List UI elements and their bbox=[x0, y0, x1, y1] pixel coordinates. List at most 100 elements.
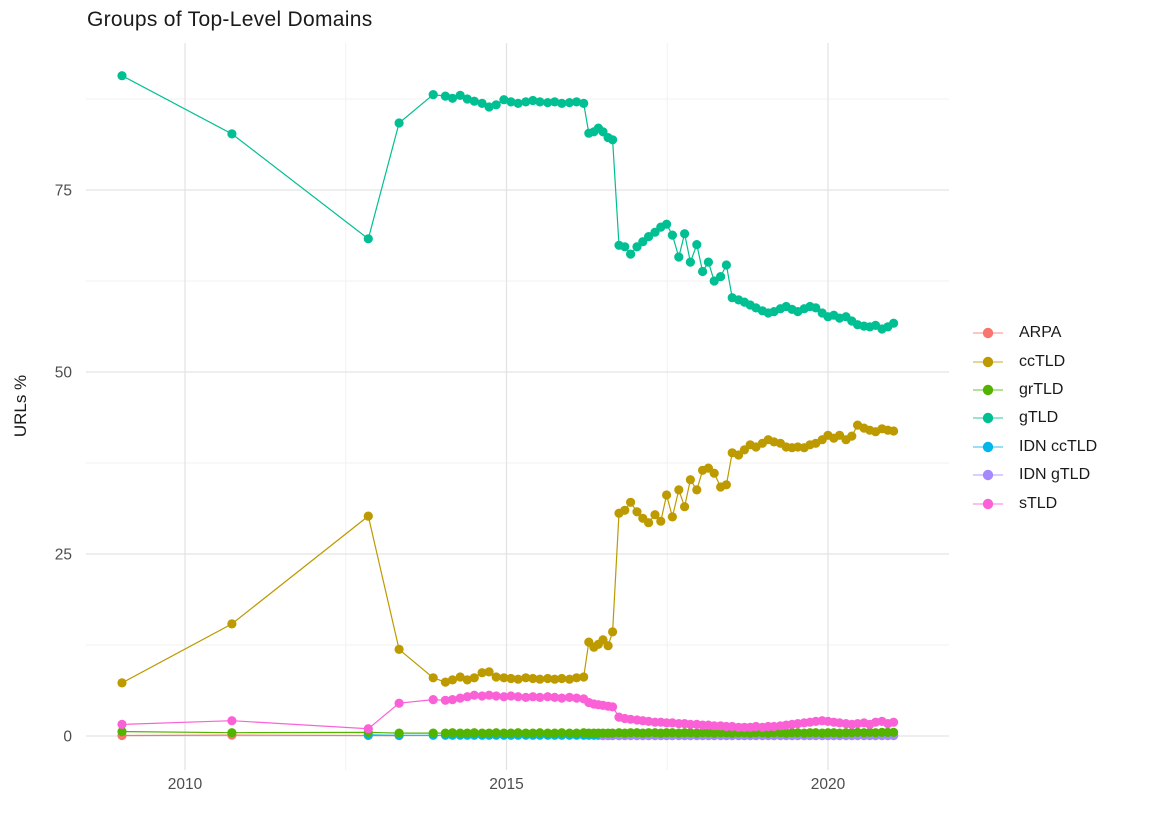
series-line bbox=[121, 75, 894, 330]
data-point bbox=[572, 693, 582, 703]
data-point bbox=[662, 490, 672, 500]
data-point bbox=[440, 677, 450, 687]
data-point bbox=[685, 257, 696, 267]
data-point bbox=[692, 485, 702, 495]
series-grtld bbox=[117, 727, 899, 738]
data-point bbox=[608, 135, 618, 145]
y-tick-label: 25 bbox=[55, 547, 72, 564]
data-point bbox=[703, 257, 714, 267]
data-point bbox=[626, 728, 636, 738]
data-point bbox=[117, 719, 127, 730]
data-point bbox=[811, 303, 821, 313]
data-point bbox=[889, 717, 899, 727]
data-point bbox=[889, 727, 899, 738]
data-point bbox=[528, 673, 538, 684]
data-point bbox=[626, 497, 636, 507]
legend-label: sTLD bbox=[1019, 494, 1058, 512]
data-point bbox=[674, 485, 684, 495]
data-point bbox=[455, 728, 465, 738]
data-point bbox=[477, 98, 487, 108]
data-point bbox=[462, 675, 472, 685]
data-point bbox=[513, 692, 523, 702]
legend-key-gtld bbox=[973, 413, 1003, 424]
data-point bbox=[698, 266, 708, 277]
data-point bbox=[692, 240, 702, 250]
series-line bbox=[121, 734, 400, 737]
data-point bbox=[363, 234, 373, 244]
legend-label: ARPA bbox=[1019, 324, 1062, 342]
data-point bbox=[674, 252, 684, 262]
data-point bbox=[491, 728, 501, 738]
legend-item-arpa: ARPA bbox=[971, 319, 1097, 347]
legend: ARPA ccTLD grTLD gTLD IDN ccTLD IDN gTLD sTLD bbox=[971, 319, 1097, 518]
legend-item-cctld: ccTLD bbox=[971, 347, 1097, 375]
data-point bbox=[462, 692, 472, 702]
x-tick-label: 2020 bbox=[811, 776, 846, 793]
data-point bbox=[447, 675, 458, 685]
data-point bbox=[477, 691, 487, 701]
data-point bbox=[462, 728, 472, 738]
data-point bbox=[650, 510, 660, 520]
data-point bbox=[491, 672, 501, 682]
data-point bbox=[572, 673, 582, 683]
data-point bbox=[685, 719, 696, 730]
data-point bbox=[543, 98, 553, 108]
data-point bbox=[455, 90, 465, 100]
data-point bbox=[721, 480, 732, 490]
data-point bbox=[564, 98, 575, 108]
data-point bbox=[506, 673, 516, 684]
data-point bbox=[709, 468, 719, 478]
data-point bbox=[117, 71, 127, 81]
legend-label: grTLD bbox=[1019, 380, 1064, 398]
data-point bbox=[667, 230, 678, 240]
legend-key-dot bbox=[982, 498, 994, 509]
data-point bbox=[521, 97, 531, 107]
data-point bbox=[889, 318, 899, 328]
data-point bbox=[847, 431, 857, 441]
data-point bbox=[117, 727, 127, 737]
legend-item-gtld: gTLD bbox=[971, 404, 1097, 432]
data-point bbox=[535, 728, 545, 738]
data-point bbox=[428, 695, 438, 705]
data-point bbox=[835, 430, 845, 440]
data-point bbox=[428, 673, 438, 683]
data-point bbox=[513, 674, 523, 684]
data-point bbox=[535, 674, 545, 684]
legend-label: IDN ccTLD bbox=[1019, 437, 1098, 455]
legend-key-stld bbox=[973, 498, 1003, 509]
data-point bbox=[440, 728, 450, 738]
legend-key-dot bbox=[982, 356, 994, 367]
data-point bbox=[394, 644, 404, 655]
data-point bbox=[227, 716, 237, 726]
data-point bbox=[469, 690, 479, 700]
data-point bbox=[499, 673, 509, 683]
x-tick-label: 2010 bbox=[168, 776, 203, 793]
legend-key-dot bbox=[982, 441, 994, 452]
data-point bbox=[721, 260, 732, 270]
data-point bbox=[543, 673, 553, 684]
data-point bbox=[543, 728, 553, 738]
data-point bbox=[608, 627, 618, 637]
data-point bbox=[528, 692, 538, 702]
data-point bbox=[440, 695, 450, 705]
legend-key-arpa bbox=[973, 327, 1003, 339]
data-point bbox=[603, 641, 613, 651]
data-point bbox=[709, 721, 719, 731]
data-point bbox=[227, 728, 237, 738]
data-point bbox=[543, 692, 553, 702]
data-point bbox=[535, 97, 545, 107]
legend-label: IDN gTLD bbox=[1019, 466, 1091, 484]
data-point bbox=[564, 674, 575, 684]
data-point bbox=[484, 690, 494, 700]
data-point bbox=[521, 673, 531, 683]
legend-key-grtld bbox=[973, 384, 1003, 396]
data-point bbox=[491, 691, 501, 701]
data-point bbox=[667, 512, 678, 522]
legend-item-stld: sTLD bbox=[971, 489, 1097, 517]
data-point bbox=[579, 98, 589, 108]
data-point bbox=[889, 426, 899, 436]
data-point bbox=[680, 502, 690, 512]
data-point bbox=[394, 118, 404, 128]
data-point bbox=[709, 276, 719, 286]
